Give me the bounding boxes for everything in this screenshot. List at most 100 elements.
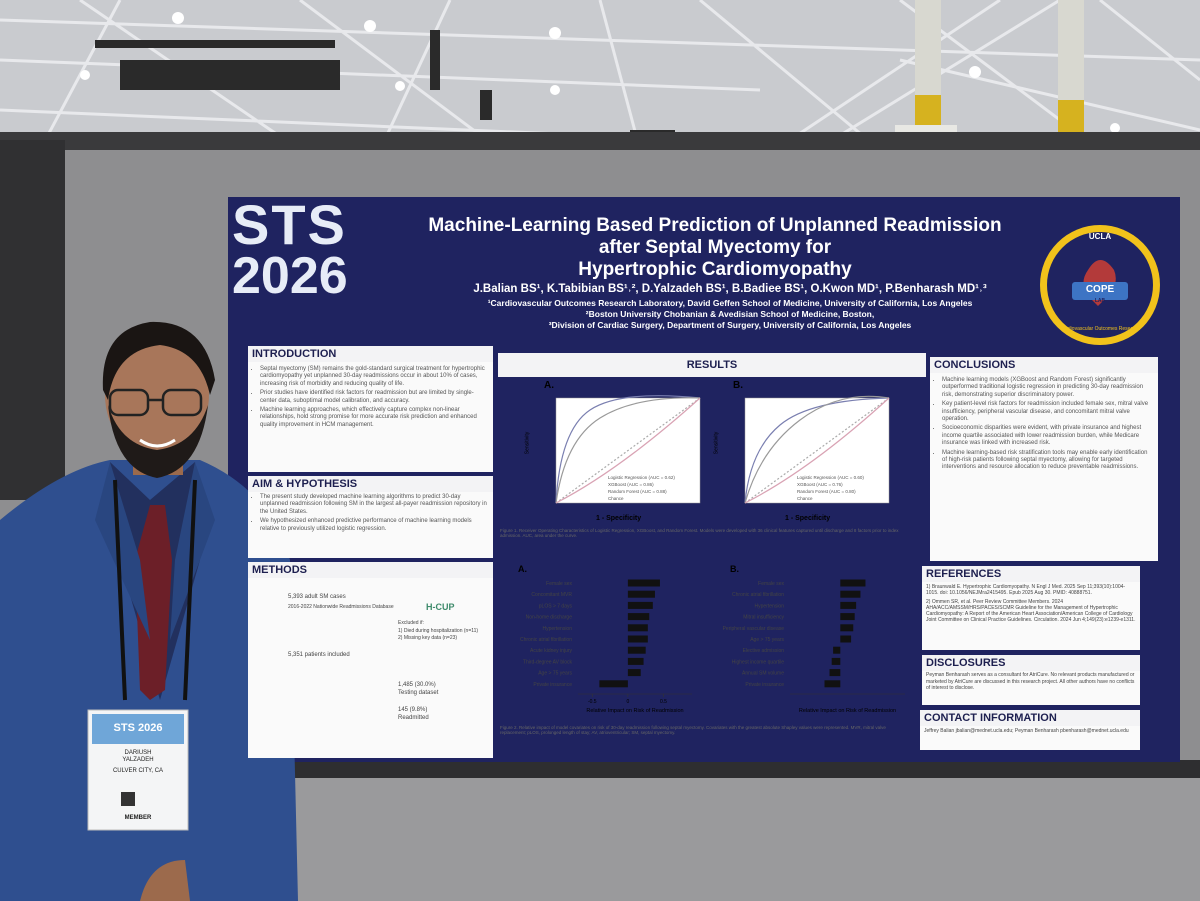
y-tick-label: Concomitant MVR bbox=[531, 592, 572, 598]
badge-name: DARIUSH YALZADEH CULVER CITY, CA bbox=[88, 750, 188, 775]
axis-label: Sensitivity bbox=[713, 431, 720, 455]
shape bbox=[364, 20, 376, 32]
flow-box-text: Readmitted bbox=[398, 715, 429, 721]
hand bbox=[140, 860, 190, 901]
references-box: REFERENCES 1) Braunwald E. Hypertrophic … bbox=[922, 566, 1140, 650]
aim-bullets: The present study developed machine lear… bbox=[248, 494, 493, 533]
shape bbox=[555, 395, 701, 504]
shape bbox=[549, 27, 561, 39]
shape bbox=[744, 397, 890, 504]
section-title: AIM & HYPOTHESIS bbox=[248, 476, 493, 492]
smile bbox=[139, 438, 176, 448]
poster-affiliations: ¹Cardiovascular Outcomes Research Labora… bbox=[390, 298, 1070, 331]
intro-box: INTRODUCTION Septal myectomy (SM) remain… bbox=[248, 346, 493, 472]
glasses bbox=[108, 388, 203, 417]
y-tick-label: Female sex bbox=[758, 581, 784, 587]
lab-logo-ring-text: Cardiovascular Outcomes Research bbox=[1059, 326, 1141, 332]
bar bbox=[627, 590, 655, 598]
badge-logo: STS 2026 bbox=[113, 722, 163, 734]
bullet: Machine learning approaches, which effec… bbox=[260, 407, 489, 429]
flow-box-text: 2016-2022 Nationwide Readmissions Databa… bbox=[288, 604, 394, 610]
shape bbox=[395, 81, 405, 91]
legend-entry: XGBoost (AUC = 0.76) bbox=[797, 482, 843, 487]
y-tick-label: Third-degree AV block bbox=[523, 659, 573, 665]
conclusion-bullets: Machine learning models (XGBoost and Ran… bbox=[930, 377, 1158, 472]
bar bbox=[840, 624, 854, 632]
affiliation: ¹Cardiovascular Outcomes Research Labora… bbox=[487, 298, 973, 308]
impact-charts: A. -0.5 0 0.5 Relative Impact on Risk of Rea… bbox=[518, 564, 905, 714]
flow-box-text: 1,485 (30.0%) bbox=[398, 682, 436, 688]
bar bbox=[840, 590, 861, 598]
x-tick-label: 0.5 bbox=[660, 699, 667, 705]
shape bbox=[161, 388, 203, 417]
title-line: Hypertrophic Cardiomyopathy bbox=[578, 259, 852, 280]
face bbox=[105, 333, 209, 457]
shape bbox=[80, 70, 90, 80]
shape bbox=[744, 397, 890, 504]
bullet: Machine learning-based risk stratificati… bbox=[942, 450, 1154, 472]
section-title: CONTACT INFORMATION bbox=[920, 710, 1140, 726]
poster-authors: J.Balian BS¹, K.Tabibian BS¹˒², D.Yalzad… bbox=[473, 283, 987, 295]
y-tick-label: Annual SM volume bbox=[742, 671, 784, 677]
lanyard bbox=[113, 479, 197, 701]
lab-logo-badge bbox=[1072, 282, 1128, 300]
figure-caption: Figure 1. Receiver Operating Characteris… bbox=[500, 528, 899, 539]
title-line: after Septal Myectomy for bbox=[598, 237, 832, 258]
aim-box: AIM & HYPOTHESIS The present study devel… bbox=[248, 476, 493, 558]
left-lapel bbox=[95, 462, 150, 640]
bullet: Key patient-level risk factors for readm… bbox=[942, 401, 1154, 423]
flow-box-text: Excluded if: bbox=[398, 620, 424, 626]
shape bbox=[430, 30, 440, 90]
shape bbox=[1110, 123, 1120, 133]
disclosures-box: DISCLOSURES Peyman Benharash serves as a… bbox=[922, 655, 1140, 705]
bar bbox=[831, 657, 841, 665]
hcup-logo: H-CUP bbox=[426, 602, 455, 612]
bullet: Prior studies have identified risk facto… bbox=[260, 390, 489, 405]
shape bbox=[95, 40, 335, 48]
badge-location: CULVER CITY, CA bbox=[112, 768, 164, 774]
intro-bullets: Septal myectomy (SM) remains the gold-st… bbox=[248, 366, 493, 429]
badge-name-line: DARIUSH bbox=[124, 750, 152, 756]
lab-logo-top: UCLA bbox=[1088, 232, 1112, 241]
bullet: Socioeconomic disparities were evident, … bbox=[942, 425, 1154, 447]
flow-box-text: 145 (9.8%) bbox=[398, 707, 428, 713]
shape bbox=[744, 395, 890, 504]
badge-qr bbox=[121, 792, 135, 806]
contact-text: Jeffrey Balian jbalian@mednet.ucla.edu; … bbox=[924, 728, 1129, 734]
bar bbox=[840, 579, 866, 587]
bullet: We hypothesized enhanced predictive perf… bbox=[260, 518, 489, 533]
axis-label: Relative Impact on Risk of Readmission bbox=[799, 708, 896, 714]
title-line: Machine-Learning Based Prediction of Unp… bbox=[428, 215, 1002, 236]
y-tick-label: Hypertension bbox=[755, 603, 785, 609]
legend-entry: Logistic Regression (AUC = 0.62) bbox=[608, 475, 675, 480]
bar bbox=[599, 680, 628, 688]
badge-name-line: YALZADEH bbox=[122, 757, 154, 763]
shape bbox=[555, 397, 701, 504]
sts-logo: STS 2026 bbox=[232, 197, 377, 303]
affiliation: ³Division of Cardiac Surgery, Department… bbox=[548, 320, 912, 330]
shape bbox=[550, 85, 560, 95]
bar bbox=[840, 635, 852, 643]
bar bbox=[627, 601, 653, 609]
conclusions-box: CONCLUSIONS Machine learning models (XGB… bbox=[930, 357, 1158, 561]
y-tick-label: Chronic atrial fibrillation bbox=[520, 637, 572, 643]
section-title: RESULTS bbox=[498, 353, 926, 377]
wall-base bbox=[255, 760, 1200, 780]
legend-entry: Chance bbox=[797, 496, 813, 501]
flow-box-text: 5,351 patients included bbox=[288, 652, 350, 658]
y-tick-label: Private insurance bbox=[533, 682, 572, 688]
bar bbox=[829, 669, 841, 677]
bar bbox=[627, 669, 641, 677]
y-tick-label: pLOS > 7 days bbox=[539, 603, 573, 609]
reference-list: 1) Braunwald E. Hypertrophic Cardiomyopa… bbox=[926, 584, 1136, 626]
axis-label: Sensitivity bbox=[524, 431, 531, 455]
panel-label: B. bbox=[733, 380, 743, 391]
reference: 1) Braunwald E. Hypertrophic Cardiomyopa… bbox=[926, 584, 1126, 596]
beard bbox=[108, 405, 208, 478]
axis-label: 1 - Specificity bbox=[596, 515, 642, 522]
badge-header bbox=[92, 714, 184, 744]
x-tick-label: -0.5 bbox=[588, 699, 597, 705]
bar bbox=[627, 613, 650, 621]
bar bbox=[840, 601, 857, 609]
